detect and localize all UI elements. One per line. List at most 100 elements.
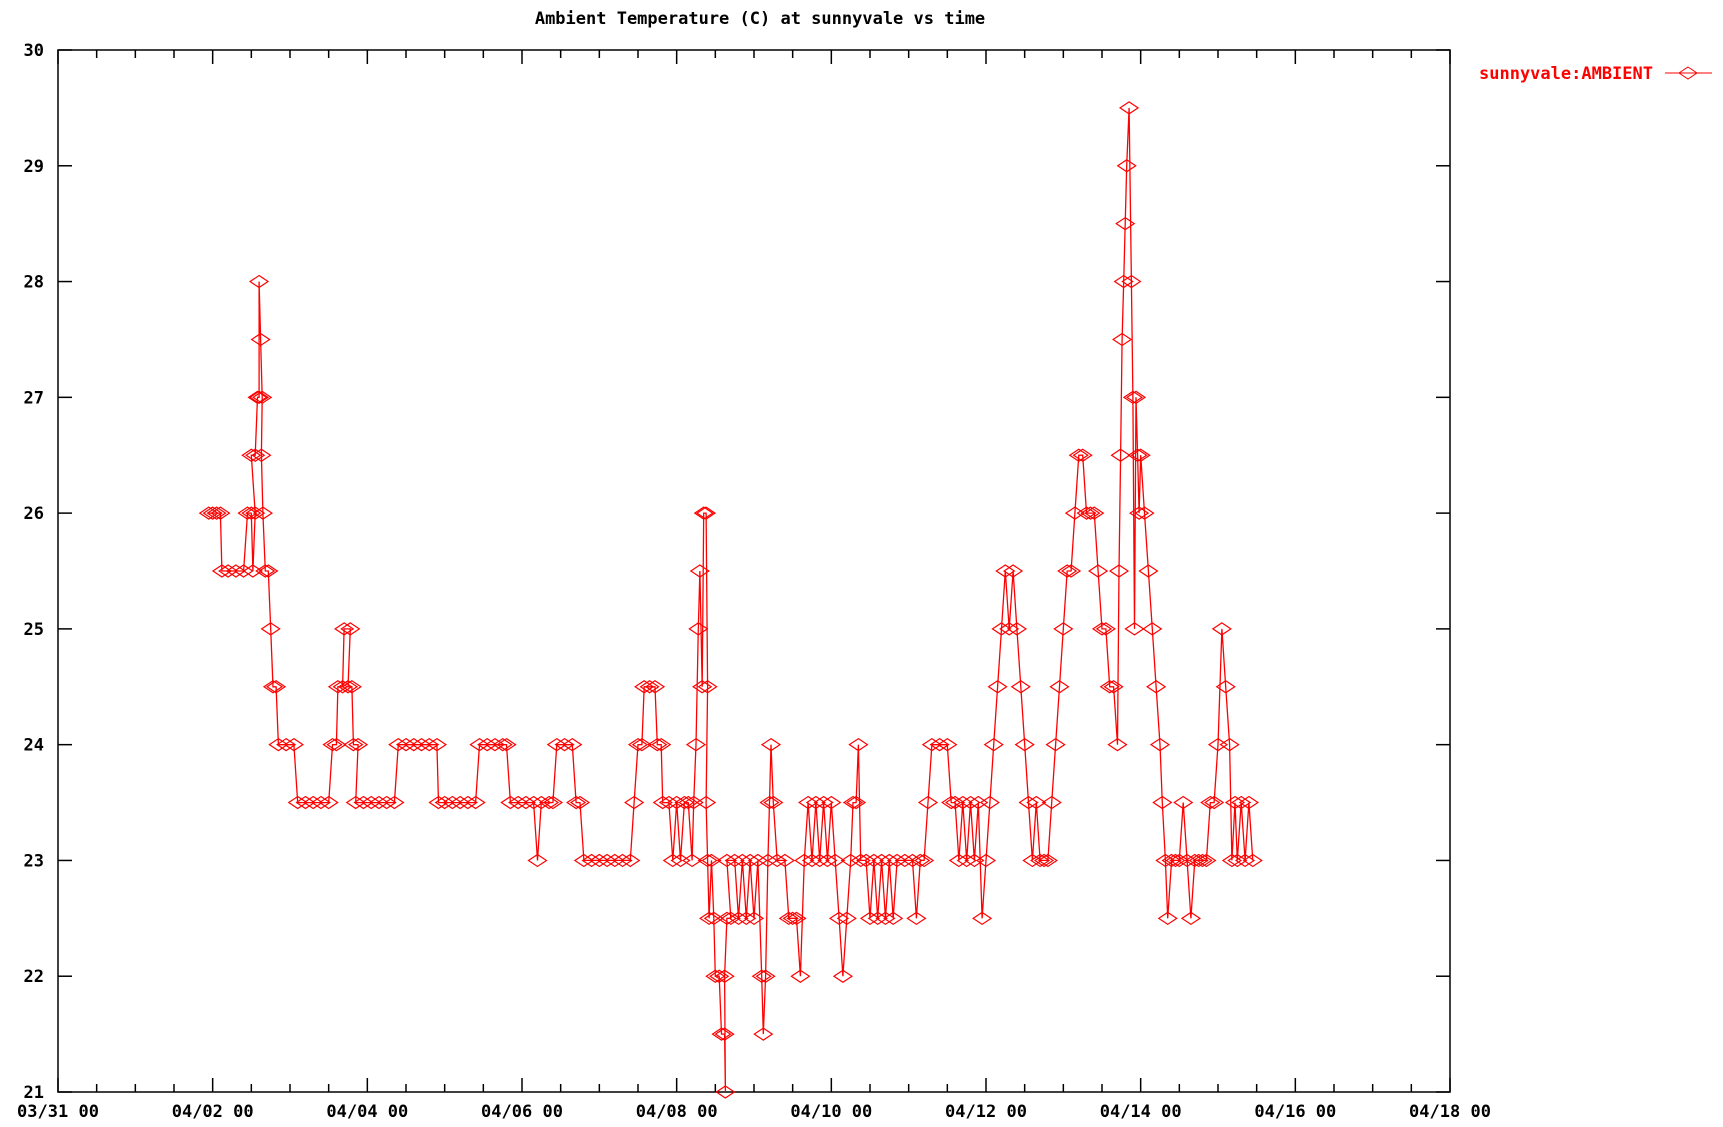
data-point-marker: [450, 795, 471, 810]
chart-title: Ambient Temperature (C) at sunnyvale vs …: [535, 9, 985, 29]
data-point-marker: [1134, 506, 1155, 520]
data-point-marker: [210, 506, 231, 520]
data-point-marker: [848, 737, 869, 752]
data-point-marker: [1242, 853, 1263, 868]
data-point-marker: [1116, 159, 1137, 173]
data-point-marker: [1204, 795, 1225, 810]
data-point-marker: [832, 969, 854, 983]
data-point-marker: [500, 795, 521, 810]
data-point-marker: [395, 737, 417, 752]
data-point-marker: [508, 795, 529, 810]
data-point-marker: [910, 853, 931, 868]
data-point-marker: [247, 390, 268, 405]
data-point-marker: [705, 969, 726, 983]
data-point-marker: [883, 911, 904, 926]
data-point-marker: [303, 795, 324, 810]
data-point-marker: [1129, 506, 1150, 520]
data-point-marker: [627, 737, 649, 752]
data-point-marker: [743, 911, 765, 926]
data-point-marker: [276, 737, 297, 752]
data-point-marker: [856, 853, 877, 868]
data-point-marker: [546, 737, 567, 752]
data-point-marker: [624, 795, 645, 810]
data-point-marker: [538, 795, 560, 810]
data-point-marker: [790, 969, 811, 983]
x-tick-label: 03/31 00: [17, 1102, 99, 1122]
data-point-marker: [620, 853, 641, 868]
data-point-marker: [337, 680, 359, 694]
y-tick-label: 21: [24, 1083, 44, 1103]
data-point-marker: [929, 737, 950, 752]
data-point-marker: [774, 853, 796, 868]
data-point-marker: [1099, 680, 1120, 694]
data-point-marker: [863, 853, 884, 868]
data-point-marker: [566, 795, 587, 810]
data-point-marker: [542, 795, 564, 810]
data-point-marker: [260, 622, 281, 636]
data-point-marker: [944, 795, 966, 810]
data-point-marker: [341, 680, 362, 694]
data-point-marker: [403, 737, 424, 752]
data-point-marker: [1234, 853, 1256, 868]
data-point-marker: [477, 737, 498, 752]
data-point-marker: [1018, 795, 1039, 810]
data-point-marker: [921, 737, 942, 752]
y-tick-label: 29: [24, 157, 44, 177]
data-point-marker: [716, 853, 738, 868]
data-point-marker: [975, 853, 997, 868]
data-point-marker: [886, 853, 908, 868]
data-point-marker: [310, 795, 332, 810]
data-point-marker: [340, 622, 361, 636]
data-point-marker: [554, 737, 575, 752]
data-point-marker: [1221, 853, 1243, 868]
data-point-marker: [515, 795, 536, 810]
data-point-marker: [1045, 737, 1066, 752]
data-point-marker: [693, 506, 714, 520]
axis-ticks: [57, 49, 1451, 1093]
data-point-marker: [732, 853, 753, 868]
data-point-marker: [581, 853, 602, 868]
data-point-marker: [347, 737, 369, 752]
data-point-marker: [674, 795, 695, 810]
data-point-marker: [1118, 101, 1140, 115]
data-point-marker: [295, 795, 316, 810]
data-point-marker: [751, 969, 772, 983]
data-point-marker: [233, 564, 254, 578]
data-point-marker: [821, 795, 842, 810]
data-point-marker: [237, 506, 258, 520]
data-point-marker: [569, 795, 591, 810]
data-point-marker: [250, 332, 271, 347]
series-line: [208, 107, 1254, 1093]
data-point-marker: [1112, 332, 1133, 347]
data-point-marker: [678, 795, 699, 810]
data-point-marker: [782, 911, 803, 926]
data-point-marker: [612, 853, 633, 868]
data-point-marker: [596, 853, 618, 868]
data-point-marker: [419, 737, 440, 752]
data-point-marker: [1124, 622, 1145, 636]
data-point-marker: [1142, 622, 1163, 636]
data-point-marker: [631, 737, 652, 752]
data-point-marker: [740, 853, 761, 868]
data-point-marker: [813, 795, 834, 810]
data-point-marker: [1103, 680, 1124, 694]
data-point-marker: [652, 795, 673, 810]
data-point-marker: [651, 737, 672, 752]
data-point-marker: [1219, 737, 1240, 752]
data-point-marker: [753, 1027, 774, 1041]
data-point-marker: [1127, 448, 1148, 462]
data-point-marker: [845, 795, 867, 810]
data-point-marker: [322, 737, 343, 752]
data-point-marker: [384, 795, 405, 810]
data-point-marker: [956, 853, 977, 868]
data-point-marker: [644, 680, 666, 694]
data-point-marker: [697, 680, 718, 694]
data-point-marker: [345, 795, 366, 810]
data-point-marker: [1200, 795, 1221, 810]
x-tick-label: 04/12 00: [945, 1102, 1027, 1122]
data-point-marker: [825, 853, 846, 868]
data-point-marker: [714, 1027, 735, 1041]
data-point-marker: [1080, 506, 1101, 520]
x-tick-label: 04/14 00: [1100, 1102, 1182, 1122]
data-point-marker: [724, 853, 745, 868]
